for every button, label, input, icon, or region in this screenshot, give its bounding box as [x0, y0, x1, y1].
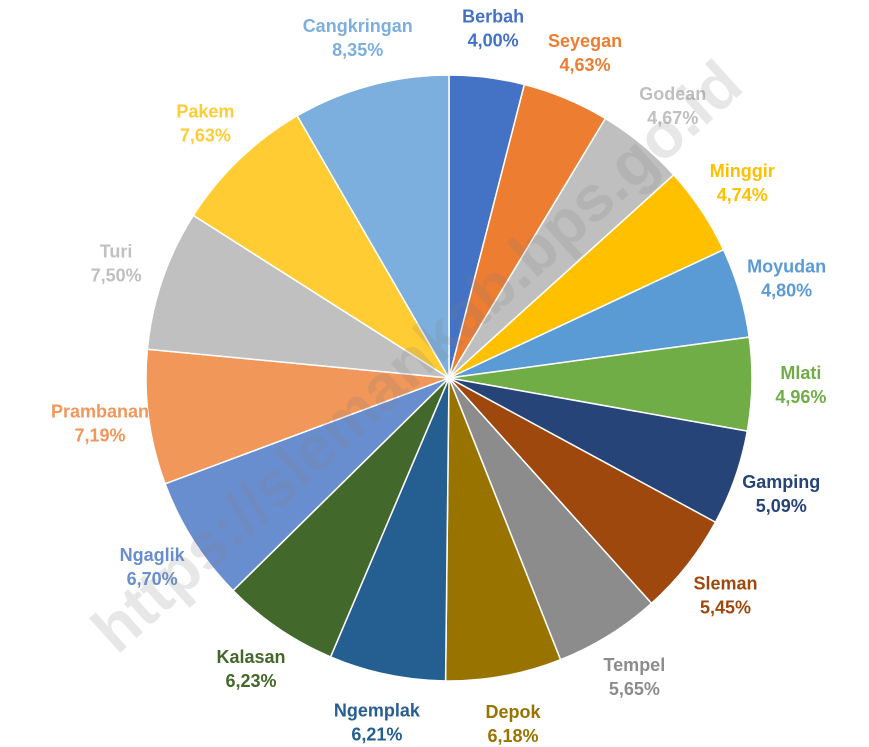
slice	[296, 74, 450, 381]
slice-name: Turi	[100, 241, 133, 261]
slice-name: Seyegan	[548, 31, 622, 51]
slice	[145, 348, 450, 485]
slice-value: 8,35%	[332, 40, 383, 60]
slice-value: 7,50%	[91, 265, 142, 285]
slice-name: Berbah	[462, 7, 524, 27]
slice	[164, 377, 450, 592]
slice-value: 4,96%	[775, 387, 826, 407]
slice-value: 4,00%	[468, 31, 519, 51]
slice-name: Prambanan	[51, 402, 149, 422]
slice-name: Godean	[639, 84, 706, 104]
slice-name: Kalasan	[216, 647, 285, 667]
slice	[192, 114, 450, 379]
pie	[145, 74, 753, 682]
slice-value: 6,18%	[487, 726, 538, 746]
slice-name: Cangkringan	[303, 16, 413, 36]
slice-value: 4,74%	[717, 185, 768, 205]
slice-name: Ngaglik	[120, 545, 186, 565]
slice	[444, 377, 562, 682]
slice-name: Sleman	[693, 574, 757, 594]
slice-value: 6,21%	[351, 724, 402, 744]
labels: Berbah 4,00% Seyegan 4,63% Godean 4,67% Minggi…	[51, 7, 826, 746]
slice-name: Gamping	[742, 472, 820, 492]
slice-value: 4,67%	[647, 108, 698, 128]
slice-value: 6,23%	[225, 671, 276, 691]
slice-value: 6,70%	[127, 569, 178, 589]
slice	[146, 214, 450, 379]
slice-name: Tempel	[604, 655, 666, 675]
slice-value: 5,65%	[609, 679, 660, 699]
slice-name: Depok	[486, 702, 542, 722]
slice-name: Moyudan	[747, 256, 826, 276]
slice-value: 5,45%	[700, 598, 751, 618]
slice	[232, 377, 450, 658]
slice-name: Pakem	[176, 102, 234, 122]
slice-value: 5,09%	[756, 496, 807, 516]
slice-name: Minggir	[710, 161, 775, 181]
slice-value: 7,19%	[74, 426, 125, 446]
slice-value: 4,80%	[761, 280, 812, 300]
slice-name: Mlati	[780, 363, 821, 383]
slice-value: 7,63%	[180, 126, 231, 146]
slice	[329, 377, 450, 682]
slice-name: Ngemplak	[334, 700, 421, 720]
slice-value: 4,63%	[560, 55, 611, 75]
